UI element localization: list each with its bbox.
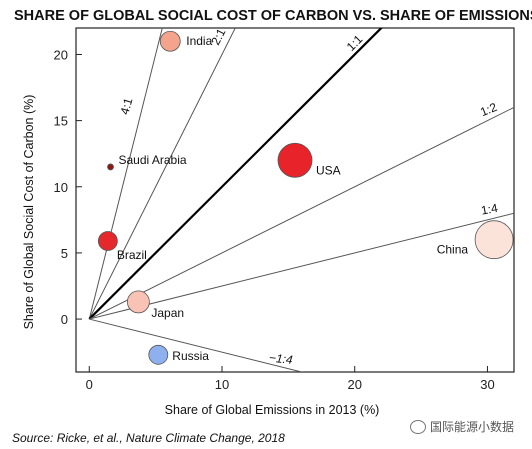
wechat-icon [409,419,426,434]
data-point [126,290,150,314]
watermark: 国际能源小数据 [409,418,514,435]
ratio-line [89,318,304,372]
ratio-line-label: 1:2 [478,100,499,119]
x-tick-label: 30 [480,377,494,392]
y-tick-label: 5 [61,246,68,261]
data-point [277,142,313,178]
data-point-label: USA [316,163,341,177]
ratio-lines [88,28,514,372]
plot-frame [75,27,515,373]
ratio-line-label: 4:1 [117,96,135,116]
data-point [107,163,114,171]
y-tick-label: 0 [61,312,68,327]
data-point [97,231,118,251]
data-point [159,30,181,52]
ratio-line-label: −1:4 [268,351,293,367]
data-point-label: Russia [172,349,209,363]
data-point-label: India [186,34,212,48]
ratio-line [88,28,236,320]
y-tick-label: 15 [54,114,68,129]
axis-ticks: 0 10 20 30 0 5 10 15 20 [54,47,495,392]
data-point-label: Brazil [117,248,147,262]
data-point-label: China [437,243,469,257]
data-point-label: Japan [151,306,184,320]
ratio-line-label: 1:4 [480,201,499,218]
data-points: India Saudi Arabia USA Brazil China Japan Russ… [97,30,514,365]
data-point-label: Saudi Arabia [119,153,187,167]
x-axis-label: Share of Global Emissions in 2013 (%) [165,403,380,417]
ratio-line-label: 2:1 [208,26,228,48]
y-tick-label: 20 [54,47,68,62]
ratio-line-label: 1:1 [344,32,366,54]
y-axis-label: Share of Global Social Cost of Carbon (%… [22,95,36,330]
data-point [474,220,514,260]
ratio-line [89,212,514,320]
x-tick-label: 10 [215,377,229,392]
watermark-text: 国际能源小数据 [429,420,514,434]
x-tick-label: 20 [347,377,361,392]
chart-title: SHARE OF GLOBAL SOCIAL COST OF CARBON VS… [14,8,532,24]
ratio-line [89,106,514,320]
data-point [148,344,169,365]
y-tick-label: 10 [54,180,68,195]
x-tick-label: 0 [86,377,93,392]
ratio-line [88,28,383,320]
source-caption: Source: Ricke, et al., Nature Climate Ch… [12,431,285,445]
